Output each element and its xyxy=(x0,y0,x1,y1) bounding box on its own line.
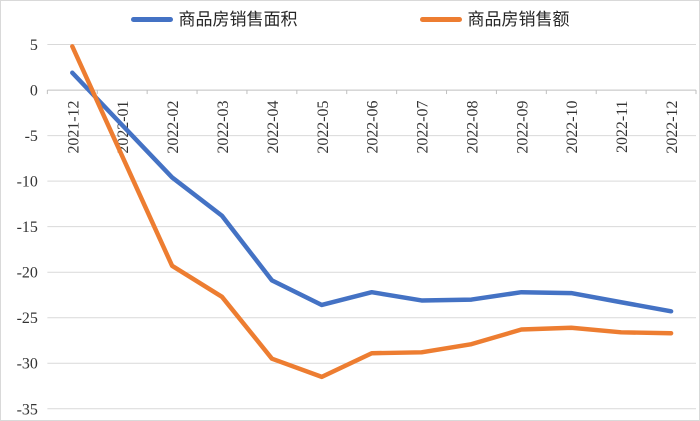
y-axis-tick-label: -25 xyxy=(17,310,38,327)
y-axis-tick-label: -35 xyxy=(17,401,38,418)
x-axis-tick-label: 2022-12 xyxy=(664,100,681,153)
x-axis-tick-label: 2022-06 xyxy=(365,100,382,153)
series-line-sales-area xyxy=(70,70,674,314)
x-axis-tick-label: 2022-10 xyxy=(564,100,581,153)
x-axis-tick-label: 2022-07 xyxy=(415,100,432,153)
y-axis-tick-label: -10 xyxy=(17,174,38,191)
x-axis-tick-label: 2022-03 xyxy=(215,100,232,153)
x-axis-tick-label: 2022-05 xyxy=(315,100,332,153)
x-axis-tick-label: 2022-02 xyxy=(165,100,182,153)
x-axis-tick-label: 2021-12 xyxy=(65,100,82,153)
y-axis-tick-label: -15 xyxy=(17,219,38,236)
y-axis-tick-label: -20 xyxy=(17,265,38,282)
y-axis-tick-label: 0 xyxy=(30,83,38,100)
x-axis-tick-label: 2022-09 xyxy=(514,100,531,153)
x-axis-tick-label: 2022-11 xyxy=(614,101,631,153)
y-axis-tick-label: -5 xyxy=(25,128,38,145)
series-line-sales-amount xyxy=(70,44,674,380)
x-axis-tick-label: 2022-08 xyxy=(464,100,481,153)
y-axis-tick-label: 5 xyxy=(30,37,38,54)
y-axis-tick-label: -30 xyxy=(17,356,38,373)
x-axis-tick-label: 2022-04 xyxy=(265,100,282,153)
